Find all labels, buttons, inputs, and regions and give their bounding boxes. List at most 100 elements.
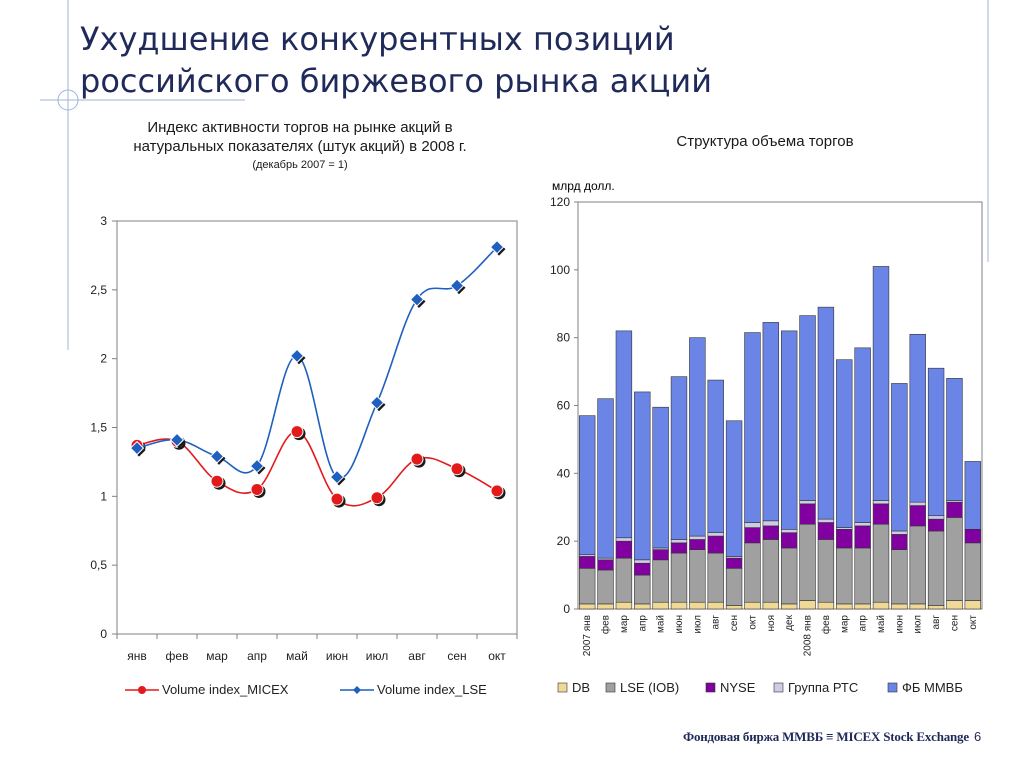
bar-segment <box>578 415 596 556</box>
bar-segment <box>964 461 982 530</box>
bar-segment <box>744 522 761 528</box>
bar-segment <box>817 306 835 520</box>
data-point-lse <box>129 440 145 456</box>
bar-segment <box>689 549 706 603</box>
bar-segment <box>597 603 614 610</box>
x-tick-label: май <box>876 615 887 633</box>
x-tick-label: фев <box>166 649 189 663</box>
data-point-lse <box>209 449 225 464</box>
legend-label: ФБ ММВБ <box>902 680 963 695</box>
legend-label: LSE (IOB) <box>620 680 679 695</box>
x-tick-label: авг <box>711 615 722 630</box>
bar-segment <box>817 522 835 540</box>
bar-segment <box>964 600 982 610</box>
bar-segment <box>707 379 724 533</box>
bar-segment <box>854 603 871 610</box>
bar-segment <box>689 601 706 610</box>
bar-segment <box>707 552 724 603</box>
x-tick-label: апр <box>637 615 648 632</box>
bar-segment <box>597 398 614 559</box>
bar-segment <box>652 549 669 561</box>
bar-segment <box>652 406 669 549</box>
x-tick-label: июн <box>326 649 348 663</box>
bar-segment <box>927 530 945 606</box>
x-tick-label: июл <box>692 615 703 634</box>
bar-segment <box>927 515 945 520</box>
legend-swatch <box>605 682 616 693</box>
bar-segment <box>780 532 798 549</box>
y-tick-label: 0 <box>563 602 570 616</box>
bar-segment <box>780 528 798 533</box>
x-tick-label: мар <box>839 615 850 633</box>
bar-segment <box>946 600 963 610</box>
bar-segment <box>817 539 835 603</box>
data-point-lse <box>289 348 305 364</box>
legend-marker <box>353 686 361 694</box>
bar-segment <box>707 532 724 537</box>
x-tick-label: июн <box>674 615 685 634</box>
legend-swatch <box>705 682 716 693</box>
y-tick-label: 100 <box>550 263 570 277</box>
legend-swatch <box>887 682 898 693</box>
bar-segment <box>836 603 853 610</box>
bar-segment <box>799 503 816 525</box>
y-tick-label: 1 <box>100 489 107 503</box>
bar-segment <box>946 378 963 501</box>
bar-segment <box>854 522 871 527</box>
bar-segment <box>946 517 963 601</box>
page-number: 6 <box>974 729 982 744</box>
footer-logo: Фондовая биржа ММВБ ≡ MICEX Stock Exchan… <box>683 729 969 744</box>
bar-segment <box>689 539 706 550</box>
x-tick-label: 2008 янв <box>803 615 814 656</box>
x-tick-label: апр <box>858 615 869 632</box>
bar-segment <box>725 557 743 569</box>
y-tick-label: 40 <box>557 466 571 480</box>
right-chart-title: Структура объема торгов <box>676 133 854 150</box>
y-tick-label: 0 <box>100 627 107 641</box>
bar-segment <box>615 537 633 542</box>
data-point-micex <box>370 491 384 505</box>
x-tick-label: май <box>656 615 667 633</box>
bar-segment <box>799 600 816 610</box>
bar-segment <box>909 333 926 503</box>
bar-segment <box>909 501 926 506</box>
x-tick-label: окт <box>968 615 979 630</box>
data-point-lse <box>169 432 185 448</box>
bar-segment <box>634 574 651 605</box>
bar-segment <box>670 601 688 610</box>
bar-segment <box>762 539 780 603</box>
data-point-lse <box>369 395 385 410</box>
bar-segment <box>780 547 798 605</box>
x-tick-label: апр <box>247 649 267 663</box>
bar-segment <box>799 500 816 505</box>
bar-segment <box>762 601 780 610</box>
series-line-lse <box>136 246 498 479</box>
data-point-lse <box>249 458 265 474</box>
bar-segment <box>670 552 688 603</box>
bar-segment <box>891 534 908 550</box>
bar-segment <box>578 603 596 610</box>
data-point-micex <box>330 492 344 506</box>
x-tick-label: май <box>286 649 308 663</box>
bar-segment <box>909 505 926 527</box>
bar-segment <box>689 337 706 537</box>
bar-segment <box>762 520 780 527</box>
x-tick-label: сен <box>949 615 960 631</box>
bar-segment <box>762 525 780 540</box>
data-point-micex <box>210 474 224 488</box>
bar-segment <box>634 562 651 576</box>
bar-segment <box>891 383 908 532</box>
y-tick-label: 80 <box>557 331 571 345</box>
bar-segment <box>927 605 945 610</box>
bar-segment <box>689 535 706 540</box>
bar-segment <box>615 330 633 539</box>
left-chart-subtitle: (декабрь 2007 = 1) <box>252 159 348 171</box>
bar-segment <box>634 603 651 610</box>
data-point-lse <box>449 278 465 293</box>
left-chart-title: Индекс активности торгов на рынке акций … <box>115 118 485 175</box>
legend-label: Группа РТС <box>788 680 858 695</box>
x-tick-label: июл <box>366 649 388 663</box>
bar-segment <box>725 567 743 606</box>
